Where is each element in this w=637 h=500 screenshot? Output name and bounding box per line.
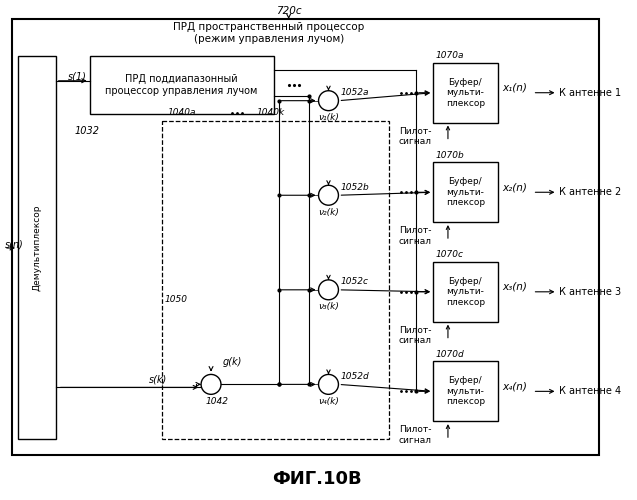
Text: Демультиплексор: Демультиплексор bbox=[32, 204, 41, 291]
Bar bbox=[18, 56, 56, 439]
Text: Пилот-
сигнал: Пилот- сигнал bbox=[399, 226, 432, 246]
Bar bbox=[433, 63, 497, 122]
Circle shape bbox=[318, 374, 338, 394]
Text: ν₃(k): ν₃(k) bbox=[318, 302, 339, 311]
Text: x₃(n): x₃(n) bbox=[503, 282, 527, 292]
Text: Пилот-
сигнал: Пилот- сигнал bbox=[399, 326, 432, 345]
Text: ПРД пространственный процессор
(режим управления лучом): ПРД пространственный процессор (режим уп… bbox=[173, 22, 364, 44]
Text: Буфер/
мульти-
плексор: Буфер/ мульти- плексор bbox=[446, 376, 485, 406]
Bar bbox=[12, 19, 599, 455]
Text: К антенне 3: К антенне 3 bbox=[559, 287, 622, 297]
Text: Пилот-
сигнал: Пилот- сигнал bbox=[399, 127, 432, 146]
Text: Буфер/
мульти-
плексор: Буфер/ мульти- плексор bbox=[446, 178, 485, 207]
Text: 1070b: 1070b bbox=[436, 151, 465, 160]
Bar bbox=[162, 120, 389, 439]
Text: Буфер/
мульти-
плексор: Буфер/ мульти- плексор bbox=[446, 277, 485, 306]
Text: ν₁(k): ν₁(k) bbox=[318, 113, 339, 122]
Text: x₂(n): x₂(n) bbox=[503, 182, 527, 192]
Text: ПРД поддиапазонный
процессор управления лучом: ПРД поддиапазонный процессор управления … bbox=[106, 74, 258, 96]
Circle shape bbox=[318, 280, 338, 300]
Text: 1052b: 1052b bbox=[340, 183, 369, 192]
Text: ν₂(k): ν₂(k) bbox=[318, 208, 339, 216]
Text: 1032: 1032 bbox=[75, 126, 99, 136]
Text: 1070a: 1070a bbox=[436, 52, 464, 60]
Circle shape bbox=[201, 374, 221, 394]
Text: Пилот-
сигнал: Пилот- сигнал bbox=[399, 426, 432, 445]
Text: s(k): s(k) bbox=[149, 374, 168, 384]
Text: s(1): s(1) bbox=[68, 72, 87, 82]
Text: g(k): g(k) bbox=[223, 358, 242, 368]
Text: Буфер/
мульти-
плексор: Буфер/ мульти- плексор bbox=[446, 78, 485, 108]
Text: 1070c: 1070c bbox=[436, 250, 464, 260]
Text: 1070d: 1070d bbox=[436, 350, 465, 359]
Text: x₄(n): x₄(n) bbox=[503, 382, 527, 392]
Circle shape bbox=[318, 186, 338, 205]
Bar bbox=[433, 162, 497, 222]
Text: x₁(n): x₁(n) bbox=[503, 82, 527, 92]
Text: К антенне 2: К антенне 2 bbox=[559, 188, 622, 198]
Text: 1050: 1050 bbox=[164, 296, 187, 304]
Text: 1040k: 1040k bbox=[257, 108, 285, 117]
Text: ФИГ.10В: ФИГ.10В bbox=[272, 470, 361, 488]
Text: К антенне 4: К антенне 4 bbox=[559, 386, 622, 396]
Text: ν₄(k): ν₄(k) bbox=[318, 397, 339, 406]
Text: 1052c: 1052c bbox=[340, 278, 368, 286]
Bar bbox=[433, 362, 497, 421]
Text: К антенне 1: К антенне 1 bbox=[559, 88, 622, 98]
Text: 1052d: 1052d bbox=[340, 372, 369, 381]
Circle shape bbox=[318, 90, 338, 110]
Bar bbox=[433, 262, 497, 322]
Text: 720c: 720c bbox=[276, 6, 301, 16]
Text: 1052a: 1052a bbox=[340, 88, 369, 97]
Text: 1042: 1042 bbox=[206, 397, 229, 406]
Text: 1040a: 1040a bbox=[168, 108, 196, 117]
Text: s(n): s(n) bbox=[5, 239, 24, 249]
Bar bbox=[90, 56, 274, 114]
